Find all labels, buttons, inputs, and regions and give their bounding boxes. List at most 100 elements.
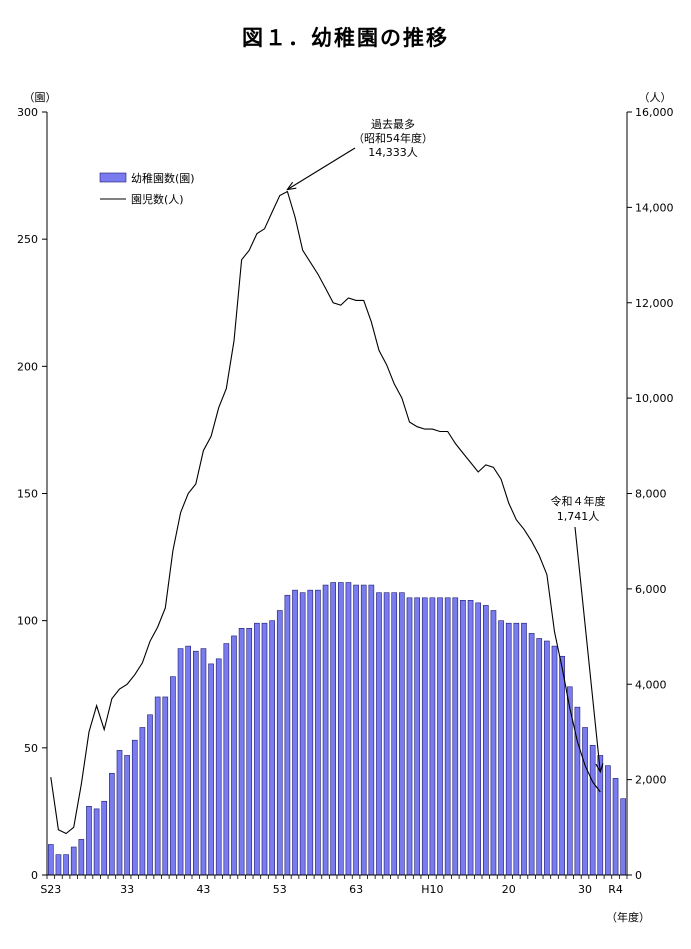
bar [620, 798, 627, 876]
annotation-latest-arrowhead [595, 763, 604, 774]
bar [406, 597, 413, 876]
bar [437, 597, 443, 876]
legend-bar-swatch [99, 172, 127, 183]
annotation-latest-text: 令和４年度 [551, 494, 606, 508]
y-tick-label-right: 12,000 [635, 297, 674, 310]
y-tick-label-right: 0 [635, 869, 642, 882]
bar [170, 676, 176, 876]
bar [261, 622, 268, 876]
x-tick-label: R4 [608, 883, 623, 896]
y-tick-label-right: 8,000 [635, 488, 667, 501]
y-tick-label-left: 0 [31, 869, 38, 882]
bar [330, 582, 337, 876]
bar [55, 854, 62, 876]
y-tick-label-left: 300 [17, 106, 38, 119]
y-tick-label-right: 14,000 [635, 201, 674, 214]
x-tick-label: H10 [421, 883, 443, 896]
bar [269, 620, 275, 876]
bar [337, 582, 344, 876]
bar [192, 650, 199, 876]
annotation-latest-text: 1,741人 [557, 510, 600, 523]
x-tick-label: 30 [578, 883, 592, 896]
bar [200, 648, 207, 876]
bar [238, 627, 245, 876]
bar [391, 592, 398, 876]
bar [78, 839, 85, 876]
y-tick-label-left: 50 [24, 742, 38, 755]
x-tick-label: 43 [196, 883, 210, 896]
bar [70, 846, 77, 876]
bar [292, 589, 298, 876]
legend: 幼稚園数(園) 園児数(人) [99, 172, 195, 206]
bar [322, 584, 329, 876]
bar [421, 597, 428, 876]
bar [475, 602, 482, 876]
bar [345, 582, 352, 876]
y-tick-label-left: 100 [17, 615, 38, 628]
bar [612, 778, 619, 876]
bar [93, 808, 100, 876]
bar [498, 620, 504, 876]
x-tick-label: S23 [40, 883, 61, 896]
bar [215, 658, 222, 876]
bar [154, 696, 161, 876]
line-path [50, 190, 601, 835]
bar [86, 806, 92, 876]
annotation-peak-arrowhead [286, 181, 297, 191]
y-tick-label-left: 250 [17, 233, 38, 246]
legend-bar-label: 幼稚園数(園) [131, 172, 195, 185]
bar [551, 645, 558, 876]
bar [399, 592, 405, 876]
bar [582, 727, 588, 876]
bar [299, 592, 306, 876]
y-tick-label-right: 6,000 [635, 583, 667, 596]
bar [467, 600, 474, 876]
bar [185, 645, 192, 876]
bar [605, 765, 611, 876]
bar [536, 638, 543, 876]
bar [307, 589, 314, 876]
bar [276, 610, 283, 876]
bar [101, 800, 108, 876]
y-tick-label-left: 150 [17, 488, 38, 501]
y-tick-label-left: 200 [17, 360, 38, 373]
legend-line-label: 園児数(人) [131, 193, 184, 206]
bar [124, 755, 130, 876]
bar [452, 597, 459, 876]
bar [223, 643, 230, 876]
bar [589, 744, 596, 876]
bar [559, 655, 565, 876]
bar-series [47, 582, 627, 876]
y-tick-label-right: 10,000 [635, 392, 674, 405]
x-tick-label: 53 [273, 883, 287, 896]
bar [353, 584, 359, 876]
bar [505, 622, 512, 876]
bar [521, 622, 527, 876]
bar [63, 854, 69, 876]
bar [360, 584, 367, 876]
bar [254, 622, 260, 876]
bar [414, 597, 420, 876]
bar [116, 750, 123, 876]
chart-title: 図１．幼稚園の推移 [242, 26, 449, 50]
x-tick-label: 20 [502, 883, 516, 896]
bar [315, 589, 321, 876]
bar [460, 600, 466, 876]
bar [131, 739, 138, 876]
bar [246, 627, 253, 876]
annotation-latest-arrow [574, 526, 601, 773]
annotation-peak-text: （昭和54年度） [353, 131, 433, 145]
bar [47, 844, 54, 876]
labels: 0 50 100 150 200 250 300 0 2,000 4,000 6,000 8,000 1… [17, 91, 674, 924]
x-axis-unit: （年度） [606, 910, 650, 924]
y-axis-left-unit: （園） [24, 91, 57, 104]
x-tick-label: 63 [349, 883, 363, 896]
bar [231, 635, 237, 876]
bar [162, 696, 169, 876]
annotation-peak-text: 過去最多 [371, 117, 415, 131]
bar [444, 597, 451, 876]
axes [42, 111, 632, 879]
bar [139, 727, 146, 876]
